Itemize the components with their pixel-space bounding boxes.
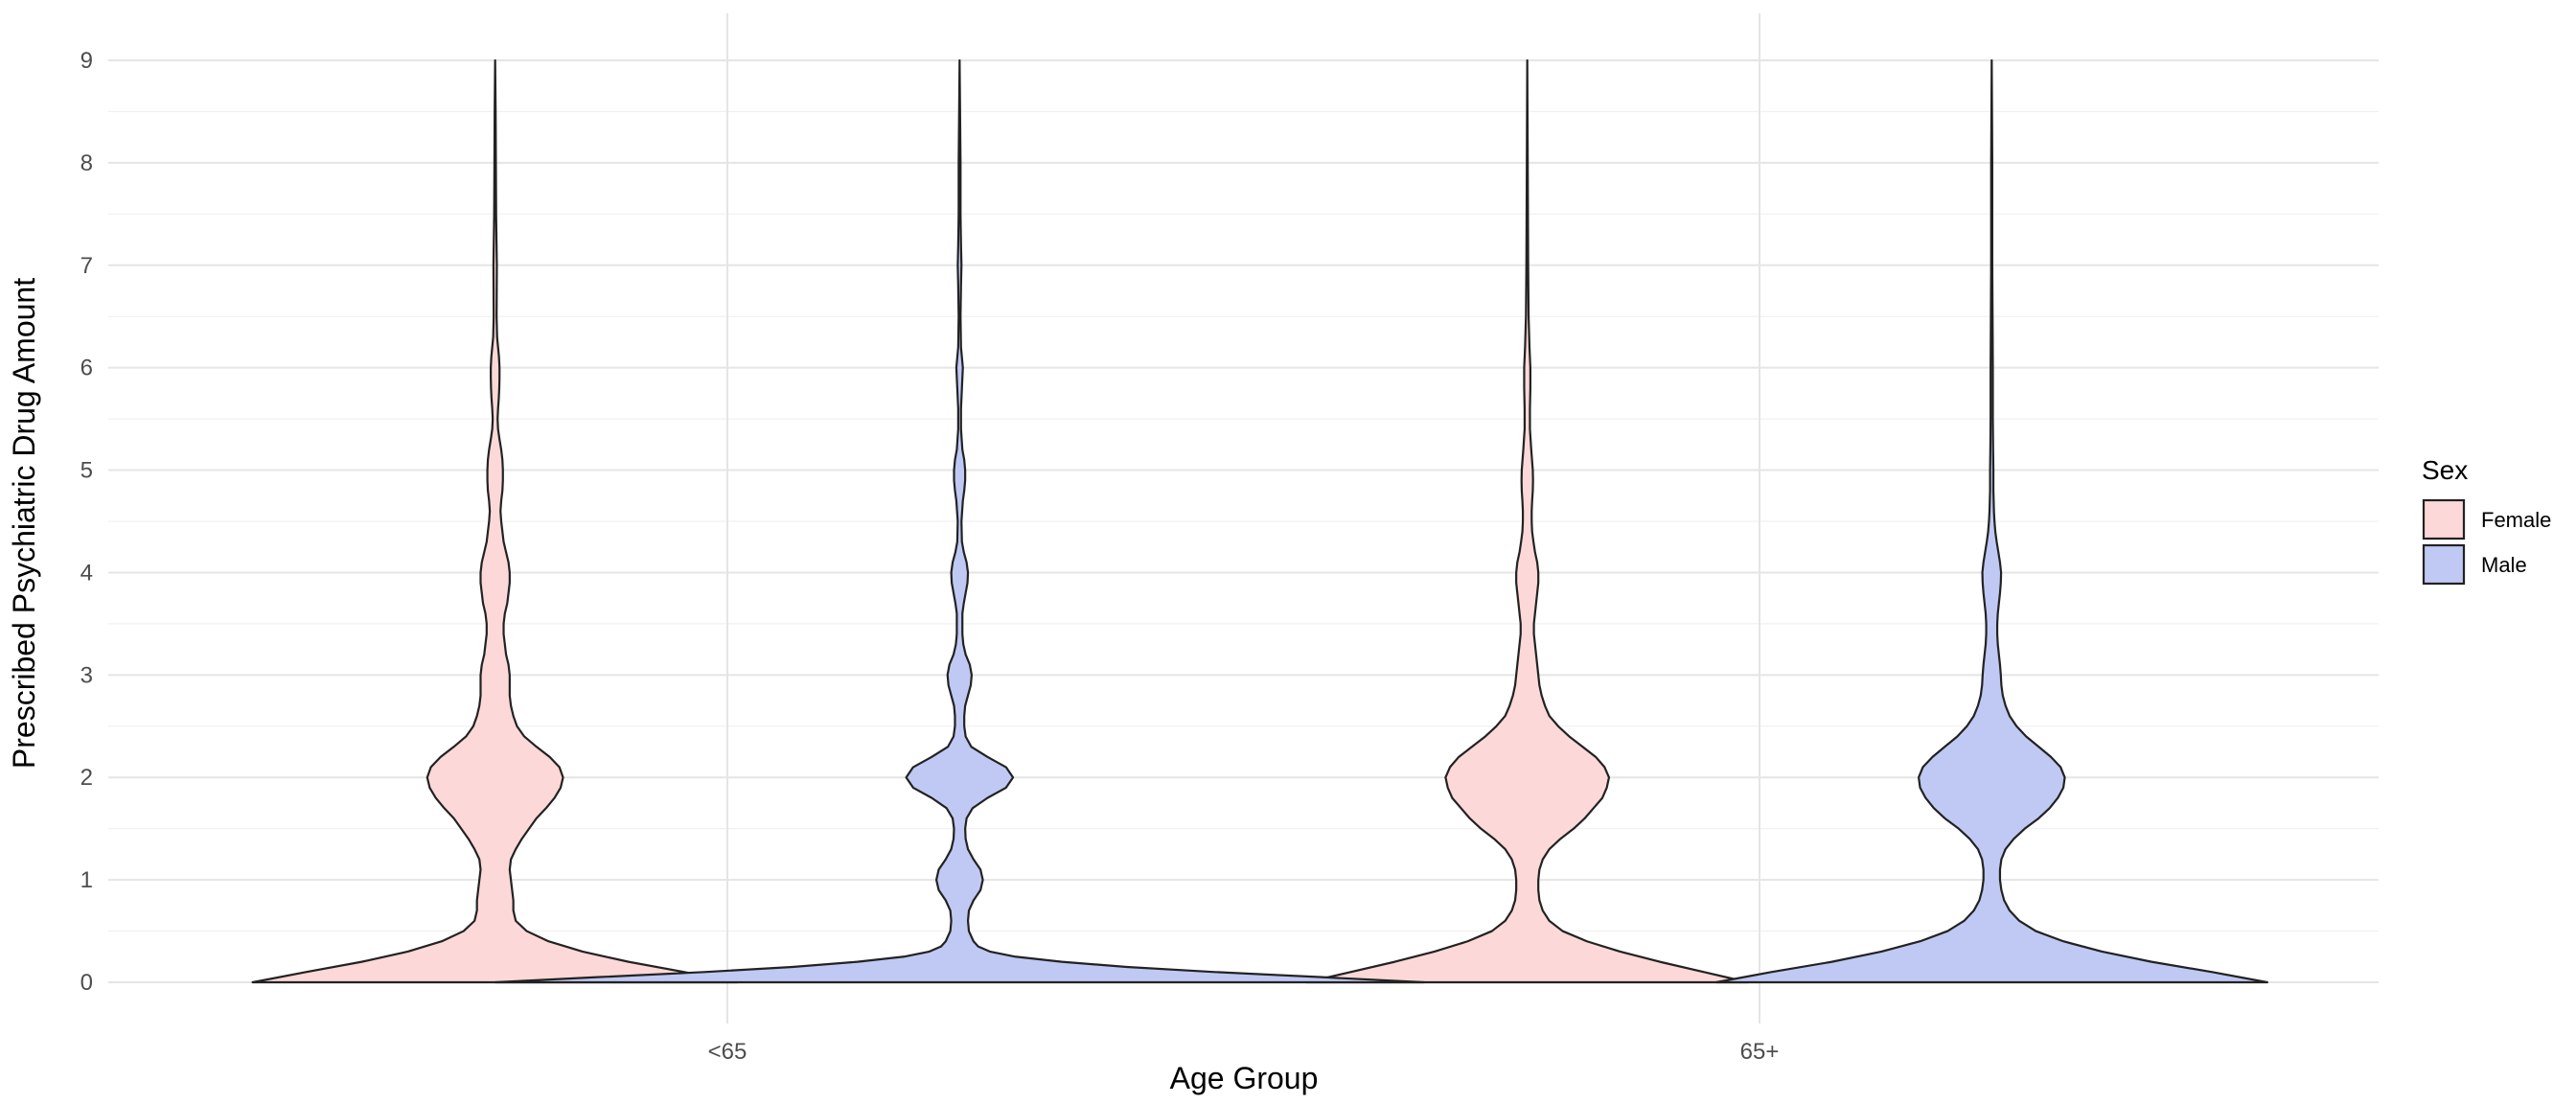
y-tick-label: 4 — [80, 560, 93, 586]
x-tick-label: 65+ — [1740, 1039, 1780, 1065]
y-tick-label: 8 — [80, 150, 93, 176]
y-tick-label: 7 — [80, 253, 93, 279]
y-axis-title: Prescribed Psychiatric Drug Amount — [7, 278, 41, 769]
x-axis-title: Age Group — [1170, 1061, 1319, 1095]
violin-male-under-65 — [494, 58, 1426, 984]
legend: Sex Female Male — [2422, 455, 2551, 586]
legend-key-female — [2422, 498, 2466, 540]
legend-label: Female — [2481, 508, 2551, 532]
y-tick-label: 0 — [80, 970, 93, 996]
violins — [251, 58, 2268, 984]
y-tick-label: 3 — [80, 662, 93, 688]
y-axis-ticks: 0 1 2 3 4 5 6 7 8 9 — [80, 48, 93, 996]
y-tick-label: 1 — [80, 867, 93, 893]
y-tick-label: 5 — [80, 458, 93, 484]
legend-title: Sex — [2422, 455, 2468, 485]
y-tick-label: 6 — [80, 356, 93, 381]
violin-male-65-plus — [1714, 58, 2268, 984]
violin-female-65-plus — [1305, 58, 1750, 984]
x-tick-label: <65 — [708, 1039, 748, 1065]
violin-female-under-65 — [251, 58, 739, 984]
y-tick-label: 2 — [80, 765, 93, 791]
x-axis-ticks: <65 65+ — [708, 1039, 1780, 1065]
legend-key-male — [2422, 543, 2466, 586]
y-tick-label: 9 — [80, 48, 93, 74]
legend-label: Male — [2481, 553, 2527, 577]
grid — [108, 13, 2379, 1024]
